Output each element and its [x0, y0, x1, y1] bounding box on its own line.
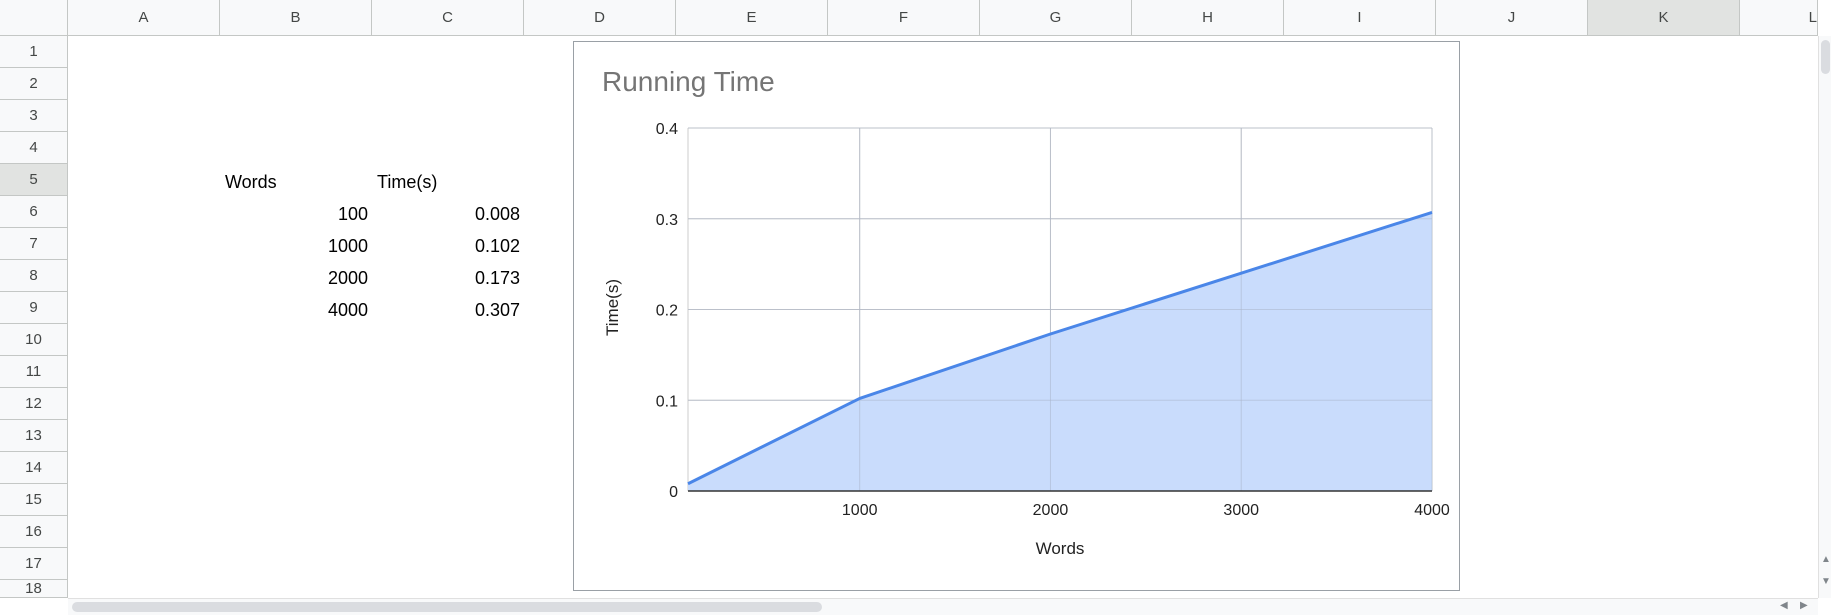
- row-header-1[interactable]: 1: [0, 36, 68, 68]
- row-header-4[interactable]: 4: [0, 132, 68, 164]
- scroll-up-icon[interactable]: ▲: [1821, 554, 1831, 565]
- scroll-right-icon[interactable]: ▶: [1800, 600, 1808, 611]
- time-value[interactable]: 0.008: [374, 198, 520, 230]
- column-header-g[interactable]: G: [980, 0, 1132, 36]
- column-header-l[interactable]: L: [1740, 0, 1818, 36]
- column-header-h[interactable]: H: [1132, 0, 1284, 36]
- select-all-corner[interactable]: [0, 0, 68, 36]
- vertical-scroll-thumb[interactable]: [1821, 40, 1830, 74]
- row-header-9[interactable]: 9: [0, 292, 68, 324]
- row-header-5[interactable]: 5: [0, 164, 68, 196]
- scroll-down-icon[interactable]: ▼: [1821, 576, 1831, 587]
- x-tick-label: 4000: [1414, 502, 1450, 519]
- y-tick-label: 0.1: [656, 393, 678, 410]
- column-header-f[interactable]: F: [828, 0, 980, 36]
- row-header-11[interactable]: 11: [0, 356, 68, 388]
- row-header-8[interactable]: 8: [0, 260, 68, 292]
- words-value[interactable]: 4000: [222, 294, 368, 326]
- chart-plot: 0 0.1 0.2 0.3 0.4 1000 2000 3000 4000 Words Time(s…: [574, 42, 1459, 590]
- time-value[interactable]: 0.173: [374, 262, 520, 294]
- row-header-12[interactable]: 12: [0, 388, 68, 420]
- column-header-c[interactable]: C: [372, 0, 524, 36]
- row-header-6[interactable]: 6: [0, 196, 68, 228]
- y-tick-label: 0.3: [656, 212, 678, 229]
- series-area: [688, 212, 1432, 491]
- column-header-j[interactable]: J: [1436, 0, 1588, 36]
- row-header-3[interactable]: 3: [0, 100, 68, 132]
- column-header-a[interactable]: A: [68, 0, 220, 36]
- row-header-13[interactable]: 13: [0, 420, 68, 452]
- scroll-left-icon[interactable]: ◀: [1780, 600, 1788, 611]
- y-tick-label: 0.2: [656, 303, 678, 320]
- horizontal-scrollbar[interactable]: ◀ ▶: [68, 598, 1818, 615]
- vertical-scrollbar[interactable]: ▲ ▼: [1818, 36, 1831, 598]
- y-tick-label: 0.4: [656, 121, 678, 138]
- row-header-18[interactable]: 18: [0, 580, 68, 598]
- horizontal-scroll-thumb[interactable]: [72, 602, 822, 612]
- row-header-7[interactable]: 7: [0, 228, 68, 260]
- row-header-16[interactable]: 16: [0, 516, 68, 548]
- column-header-k[interactable]: K: [1588, 0, 1740, 36]
- header-time[interactable]: Time(s): [377, 166, 517, 198]
- row-header-15[interactable]: 15: [0, 484, 68, 516]
- x-tick-label: 1000: [842, 502, 878, 519]
- row-header-17[interactable]: 17: [0, 548, 68, 580]
- column-header-i[interactable]: I: [1284, 0, 1436, 36]
- x-axis-title: Words: [1036, 539, 1085, 558]
- column-header-d[interactable]: D: [524, 0, 676, 36]
- row-header-2[interactable]: 2: [0, 68, 68, 100]
- column-header-b[interactable]: B: [220, 0, 372, 36]
- words-value[interactable]: 100: [222, 198, 368, 230]
- time-value[interactable]: 0.102: [374, 230, 520, 262]
- x-tick-label: 3000: [1223, 502, 1259, 519]
- words-value[interactable]: 1000: [222, 230, 368, 262]
- y-axis-title: Time(s): [603, 279, 622, 336]
- column-header-e[interactable]: E: [676, 0, 828, 36]
- row-header-10[interactable]: 10: [0, 324, 68, 356]
- y-tick-label: 0: [669, 484, 678, 501]
- time-value[interactable]: 0.307: [374, 294, 520, 326]
- row-header-14[interactable]: 14: [0, 452, 68, 484]
- words-value[interactable]: 2000: [222, 262, 368, 294]
- header-words[interactable]: Words: [225, 166, 365, 198]
- x-tick-label: 2000: [1033, 502, 1069, 519]
